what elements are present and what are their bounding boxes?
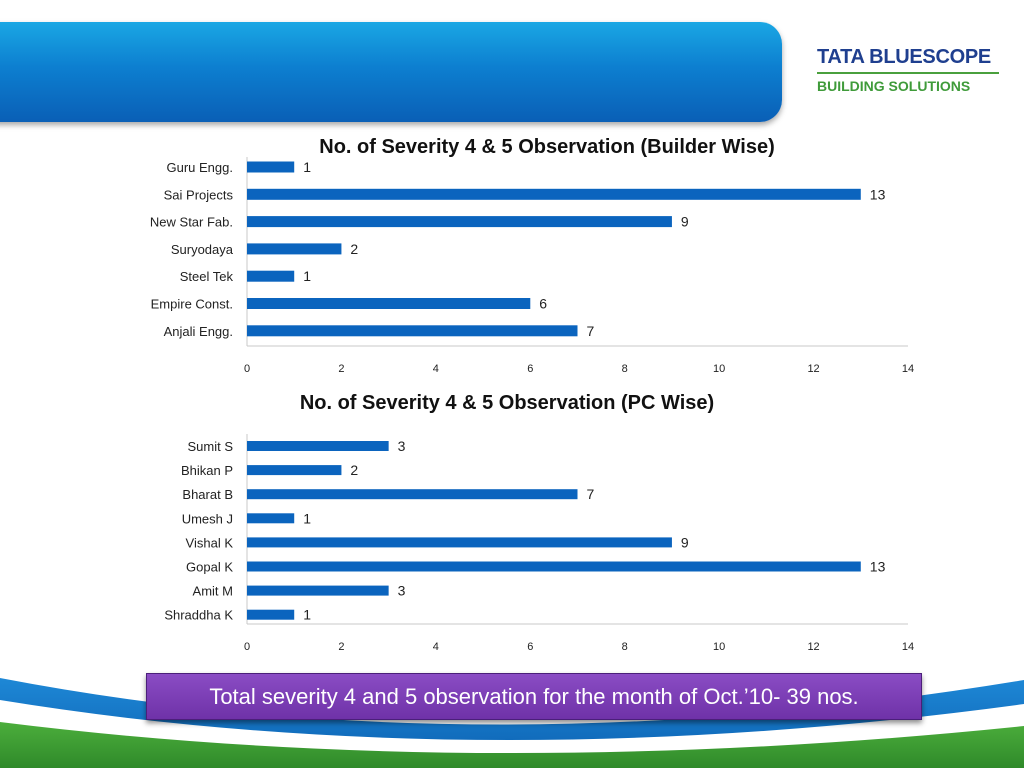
bar xyxy=(247,537,672,548)
chart-title: No. of Severity 4 & 5 Observation (Build… xyxy=(319,136,775,158)
category-label: Gopal K xyxy=(186,560,233,575)
category-label: Bharat B xyxy=(182,487,233,502)
category-label: Vishal K xyxy=(186,535,234,550)
x-tick-label: 12 xyxy=(807,363,819,375)
data-label: 2 xyxy=(350,241,358,257)
bar xyxy=(247,243,342,255)
bar xyxy=(247,609,295,620)
x-tick-label: 2 xyxy=(338,641,344,653)
header-banner xyxy=(0,22,782,122)
bar xyxy=(247,489,578,500)
data-label: 13 xyxy=(870,559,886,575)
category-label: Steel Tek xyxy=(180,269,234,284)
pc-wise-chart: No. of Severity 4 & 5 Observation (PC Wi… xyxy=(164,392,914,653)
total-summary-text: Total severity 4 and 5 observation for t… xyxy=(209,683,859,709)
brand-divider xyxy=(817,72,999,74)
brand-name-line2: BUILDING SOLUTIONS xyxy=(817,78,971,94)
bar xyxy=(247,161,295,173)
bar xyxy=(247,441,389,451)
bar xyxy=(247,298,531,309)
footer-wave xyxy=(0,678,1024,768)
data-label: 7 xyxy=(587,323,595,339)
bar xyxy=(247,513,295,524)
x-tick-label: 12 xyxy=(807,641,819,653)
category-label: Anjali Engg. xyxy=(164,324,233,339)
data-label: 6 xyxy=(539,296,547,312)
category-label: Amit M xyxy=(193,584,233,599)
x-tick-label: 10 xyxy=(713,363,725,375)
bar xyxy=(247,561,861,572)
bar xyxy=(247,188,861,200)
x-tick-label: 0 xyxy=(244,641,250,653)
x-tick-label: 4 xyxy=(433,363,439,375)
data-label: 1 xyxy=(303,268,311,284)
x-tick-label: 14 xyxy=(902,641,914,653)
category-label: Bhikan P xyxy=(181,463,233,478)
x-tick-label: 8 xyxy=(622,363,628,375)
x-tick-label: 14 xyxy=(902,363,914,375)
data-label: 3 xyxy=(398,583,406,599)
category-label: Sai Projects xyxy=(164,187,234,202)
category-label: Umesh J xyxy=(182,511,233,526)
x-tick-label: 0 xyxy=(244,363,250,375)
bar xyxy=(247,270,295,282)
data-label: 1 xyxy=(303,159,311,175)
category-label: Suryodaya xyxy=(171,242,234,257)
data-label: 2 xyxy=(350,462,358,478)
bar xyxy=(247,216,672,228)
bar xyxy=(247,325,578,337)
data-label: 1 xyxy=(303,510,311,526)
x-tick-label: 8 xyxy=(622,641,628,653)
x-tick-label: 2 xyxy=(338,363,344,375)
data-label: 1 xyxy=(303,607,311,623)
category-label: Sumit S xyxy=(187,439,233,454)
x-tick-label: 4 xyxy=(433,641,439,653)
x-tick-label: 6 xyxy=(527,363,533,375)
x-tick-label: 6 xyxy=(527,641,533,653)
total-summary-banner: Total severity 4 and 5 observation for t… xyxy=(146,673,922,720)
data-label: 3 xyxy=(398,438,406,454)
brand-name-line1: TATA BLUESCOPE xyxy=(817,46,991,68)
bar xyxy=(247,465,342,476)
data-label: 9 xyxy=(681,214,689,230)
bar xyxy=(247,585,389,596)
brand-logo: TATA BLUESCOPE BUILDING SOLUTIONS xyxy=(817,46,999,94)
category-label: Shraddha K xyxy=(164,608,233,623)
chart-title: No. of Severity 4 & 5 Observation (PC Wi… xyxy=(300,392,714,414)
x-tick-label: 10 xyxy=(713,641,725,653)
category-label: Empire Const. xyxy=(151,297,233,312)
data-label: 13 xyxy=(870,186,886,202)
category-label: New Star Fab. xyxy=(150,215,233,230)
data-label: 7 xyxy=(587,486,595,502)
category-label: Guru Engg. xyxy=(167,160,234,175)
data-label: 9 xyxy=(681,534,689,550)
builder-wise-chart: No. of Severity 4 & 5 Observation (Build… xyxy=(150,136,914,375)
